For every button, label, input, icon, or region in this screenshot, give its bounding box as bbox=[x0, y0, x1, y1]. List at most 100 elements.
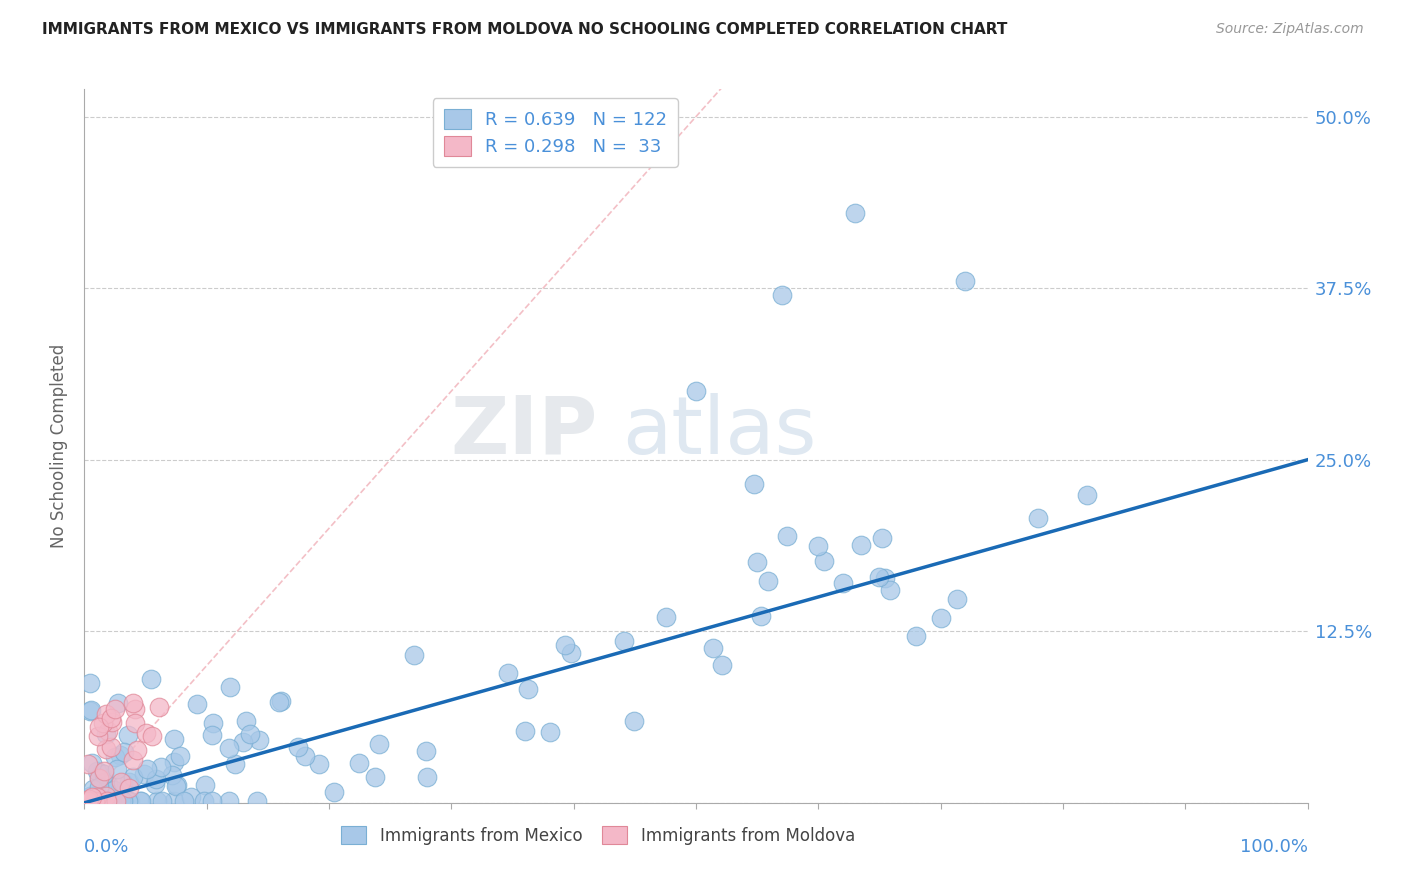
Point bbox=[685, 384, 707, 398]
Point bbox=[86, 764, 108, 778]
Point bbox=[560, 646, 582, 660]
Point bbox=[129, 794, 152, 808]
Legend: Immigrants from Mexico, Immigrants from Moldova: Immigrants from Mexico, Immigrants from … bbox=[335, 820, 862, 852]
Point bbox=[93, 767, 115, 781]
Point bbox=[135, 762, 157, 776]
Point bbox=[173, 794, 195, 808]
Point bbox=[96, 706, 118, 721]
Point bbox=[80, 794, 103, 808]
Point bbox=[90, 766, 112, 780]
Point bbox=[96, 794, 118, 808]
Point bbox=[124, 701, 146, 715]
Point bbox=[132, 766, 155, 780]
Point bbox=[239, 726, 262, 740]
Point bbox=[870, 531, 893, 545]
Point bbox=[194, 778, 217, 792]
Point bbox=[77, 791, 100, 805]
Point bbox=[96, 794, 118, 808]
Point bbox=[122, 753, 145, 767]
Point bbox=[111, 794, 134, 808]
Point bbox=[91, 776, 114, 790]
Point bbox=[776, 529, 799, 543]
Point bbox=[79, 789, 101, 804]
Point bbox=[80, 756, 103, 770]
Point bbox=[80, 703, 103, 717]
Point bbox=[163, 755, 186, 769]
Point bbox=[94, 727, 117, 741]
Point bbox=[148, 699, 170, 714]
Point bbox=[87, 771, 110, 785]
Point bbox=[87, 729, 110, 743]
Point bbox=[77, 794, 100, 808]
Point bbox=[201, 794, 224, 808]
Point bbox=[831, 575, 853, 590]
Point bbox=[294, 749, 316, 764]
Point bbox=[104, 702, 127, 716]
Point bbox=[287, 739, 309, 754]
Point bbox=[91, 716, 114, 731]
Point bbox=[100, 714, 122, 729]
Point bbox=[150, 794, 173, 808]
Point bbox=[163, 794, 186, 808]
Point bbox=[86, 790, 108, 805]
Point bbox=[141, 672, 163, 686]
Point bbox=[513, 723, 536, 738]
Point bbox=[120, 794, 142, 808]
Point bbox=[104, 749, 127, 764]
Point bbox=[702, 640, 724, 655]
Point bbox=[416, 770, 439, 784]
Text: 100.0%: 100.0% bbox=[1240, 838, 1308, 856]
Point bbox=[201, 728, 224, 742]
Point bbox=[105, 762, 128, 776]
Point bbox=[498, 665, 520, 680]
Point bbox=[415, 744, 437, 758]
Point bbox=[146, 794, 169, 808]
Point bbox=[94, 789, 117, 804]
Point bbox=[79, 705, 101, 719]
Point bbox=[145, 772, 167, 787]
Point bbox=[110, 775, 132, 789]
Point bbox=[193, 794, 215, 808]
Point bbox=[267, 695, 290, 709]
Point bbox=[247, 732, 270, 747]
Point bbox=[851, 538, 873, 552]
Point bbox=[1076, 487, 1098, 501]
Point bbox=[308, 757, 330, 772]
Point bbox=[160, 768, 183, 782]
Point bbox=[953, 274, 976, 288]
Point bbox=[80, 794, 103, 808]
Text: IMMIGRANTS FROM MEXICO VS IMMIGRANTS FROM MOLDOVA NO SCHOOLING COMPLETED CORRELA: IMMIGRANTS FROM MEXICO VS IMMIGRANTS FRO… bbox=[42, 22, 1008, 37]
Point bbox=[77, 794, 100, 808]
Point bbox=[232, 734, 254, 748]
Point bbox=[127, 743, 149, 757]
Point bbox=[97, 777, 120, 791]
Point bbox=[218, 794, 240, 808]
Point bbox=[93, 790, 115, 805]
Point bbox=[807, 539, 830, 553]
Point bbox=[770, 288, 793, 302]
Point bbox=[107, 696, 129, 710]
Point bbox=[538, 725, 561, 739]
Point bbox=[929, 610, 952, 624]
Point bbox=[165, 780, 187, 794]
Point bbox=[86, 794, 108, 808]
Point bbox=[141, 729, 163, 743]
Point bbox=[117, 728, 139, 742]
Point bbox=[869, 570, 891, 584]
Point bbox=[166, 778, 188, 792]
Point bbox=[111, 776, 134, 790]
Point bbox=[77, 794, 100, 808]
Point bbox=[83, 794, 105, 808]
Point bbox=[82, 782, 104, 797]
Point bbox=[554, 638, 576, 652]
Point bbox=[79, 794, 101, 808]
Point bbox=[112, 745, 135, 759]
Point bbox=[218, 741, 240, 756]
Point bbox=[270, 694, 292, 708]
Point bbox=[77, 756, 100, 771]
Point bbox=[79, 794, 101, 808]
Point bbox=[945, 591, 967, 606]
Point bbox=[93, 794, 115, 808]
Point bbox=[368, 737, 391, 751]
Point bbox=[107, 794, 129, 808]
